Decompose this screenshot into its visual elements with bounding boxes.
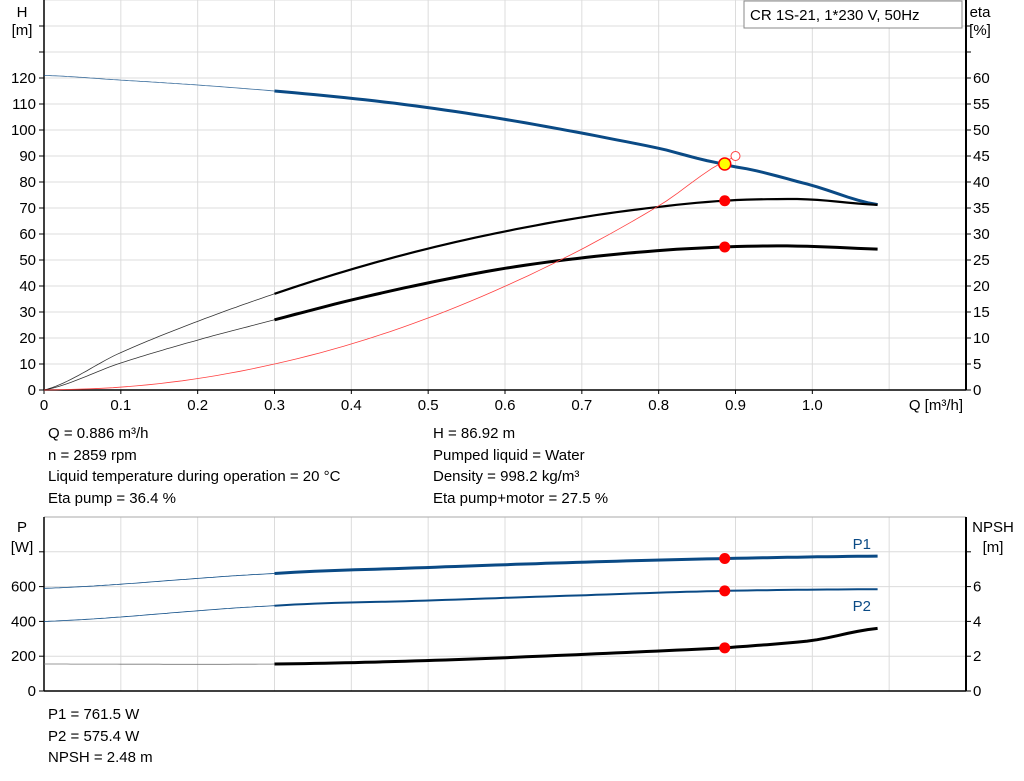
P1-series-label: P1 (853, 536, 871, 553)
y-left-unit: [W] (11, 539, 34, 556)
eta-pump-duty-point (719, 195, 731, 207)
y-right-unit: [%] (969, 22, 991, 39)
y-left-unit: [m] (12, 22, 33, 39)
title-box (743, 0, 963, 29)
y-right-tick-label: 40 (973, 174, 990, 191)
eta_pump-curve-extrapolated (43, 293, 275, 391)
head-duty-point (717, 157, 732, 171)
flow-value: Q = 0.886 m³/h (48, 425, 149, 442)
head-curve (274, 89, 878, 207)
chart-title: CR 1S-21, 1*230 V, 50Hz (750, 7, 920, 24)
y-right-tick-label: 35 (973, 200, 990, 217)
eta-pump-motor-duty-point (719, 241, 731, 253)
npsh-value: NPSH = 2.48 m (48, 749, 153, 766)
x-tick-label: 0.4 (341, 397, 362, 414)
p2-value: P2 = 575.4 W (48, 727, 140, 745)
head-curve-extrapolated (43, 75, 275, 92)
x-axis-label: Q [m³/h] (909, 397, 963, 414)
p1-duty-point (719, 552, 731, 564)
y-right-tick-label: 30 (973, 226, 990, 243)
y-right-unit: [m] (983, 539, 1004, 556)
x-tick-label: 0.6 (495, 397, 516, 414)
y-right-tick-label: 60 (973, 70, 990, 87)
speed-value: n = 2859 rpm (48, 446, 137, 464)
P1-curve-extrapolated (43, 573, 275, 589)
eta_pump_motor-curve-extrapolated (43, 319, 275, 391)
liquid-value: Pumped liquid = Water (433, 446, 585, 464)
y-right-tick-label: 50 (973, 122, 990, 139)
P2-curve (274, 588, 878, 607)
y-left-tick-label: 80 (19, 174, 36, 191)
y-right-tick-label: 2 (973, 648, 981, 665)
x-tick-label: 0.5 (418, 397, 439, 414)
y-left-tick-label: 70 (19, 200, 36, 217)
p1-value: P1 = 761.5 W (48, 706, 140, 723)
y-left-tick-label: 90 (19, 148, 36, 165)
y-right-tick-label: 0 (973, 382, 981, 399)
y-right-tick-label: 55 (973, 96, 990, 113)
x-tick-label: 0.1 (110, 397, 131, 414)
y-right-tick-label: 4 (973, 613, 981, 630)
x-tick-label: 0.3 (264, 397, 285, 414)
y-left-tick-label: 400 (11, 613, 36, 630)
p2-duty-point (719, 585, 731, 597)
open-marker (730, 151, 741, 161)
y-left-tick-label: 20 (19, 330, 36, 347)
y-left-tick-label: 120 (11, 70, 36, 87)
y-left-tick-label: 0 (28, 683, 36, 700)
P2-curve-extrapolated (43, 605, 275, 622)
y-left-tick-label: 30 (19, 304, 36, 321)
y-left-tick-label: 100 (11, 122, 36, 139)
x-tick-label: 0 (40, 397, 48, 414)
eta_pump-curve (274, 197, 878, 295)
y-left-tick-label: 50 (19, 252, 36, 269)
system-curve (43, 156, 736, 391)
x-tick-label: 0.7 (571, 397, 592, 414)
y-right-tick-label: 6 (973, 579, 981, 596)
y-right-tick-label: 45 (973, 148, 990, 165)
x-tick-label: 0.8 (648, 397, 669, 414)
y-left-label: P (17, 519, 27, 536)
density-value: Density = 998.2 kg/m³ (433, 468, 580, 485)
y-left-tick-label: 600 (11, 579, 36, 596)
y-right-tick-label: 10 (973, 330, 990, 347)
y-left-tick-label: 200 (11, 648, 36, 665)
info-left: Q = 0.886 m³/h n = 2859 rpm Liquid tempe… (48, 423, 340, 509)
y-right-label: NPSH (972, 519, 1014, 536)
info-bottom: P1 = 761.5 W P2 = 575.4 W NPSH = 2.48 m (48, 704, 153, 769)
y-left-label: H (17, 4, 28, 21)
y-left-tick-label: 110 (12, 96, 36, 113)
x-tick-label: 0.2 (187, 397, 208, 414)
y-left-tick-label: 60 (19, 226, 36, 243)
y-left-tick-label: 40 (19, 278, 36, 295)
NPSH-curve (274, 626, 878, 666)
y-right-label: eta (970, 4, 992, 21)
y-left-tick-label: 0 (28, 382, 36, 399)
y-left-tick-label: 10 (19, 356, 36, 373)
P1-curve (274, 554, 878, 575)
head-value: H = 86.92 m (433, 425, 516, 442)
temperature-value: Liquid temperature during operation = 20… (48, 468, 341, 485)
eta-pump-value: Eta pump = 36.4 % (48, 489, 176, 507)
y-right-tick-label: 5 (973, 356, 981, 373)
P2-series-label: P2 (853, 598, 871, 615)
info-right: H = 86.92 m Pumped liquid = Water Densit… (433, 423, 608, 509)
y-right-tick-label: 15 (973, 304, 990, 321)
eta_pump_motor-curve (274, 244, 878, 322)
npsh-duty-point (719, 642, 731, 654)
eta-pump-motor-value: Eta pump+motor = 27.5 % (433, 489, 609, 507)
x-tick-label: 0.9 (725, 397, 746, 414)
y-right-tick-label: 25 (973, 252, 990, 269)
y-right-tick-label: 20 (973, 278, 990, 295)
y-right-tick-label: 0 (973, 683, 981, 700)
x-tick-label: 1.0 (802, 397, 823, 414)
